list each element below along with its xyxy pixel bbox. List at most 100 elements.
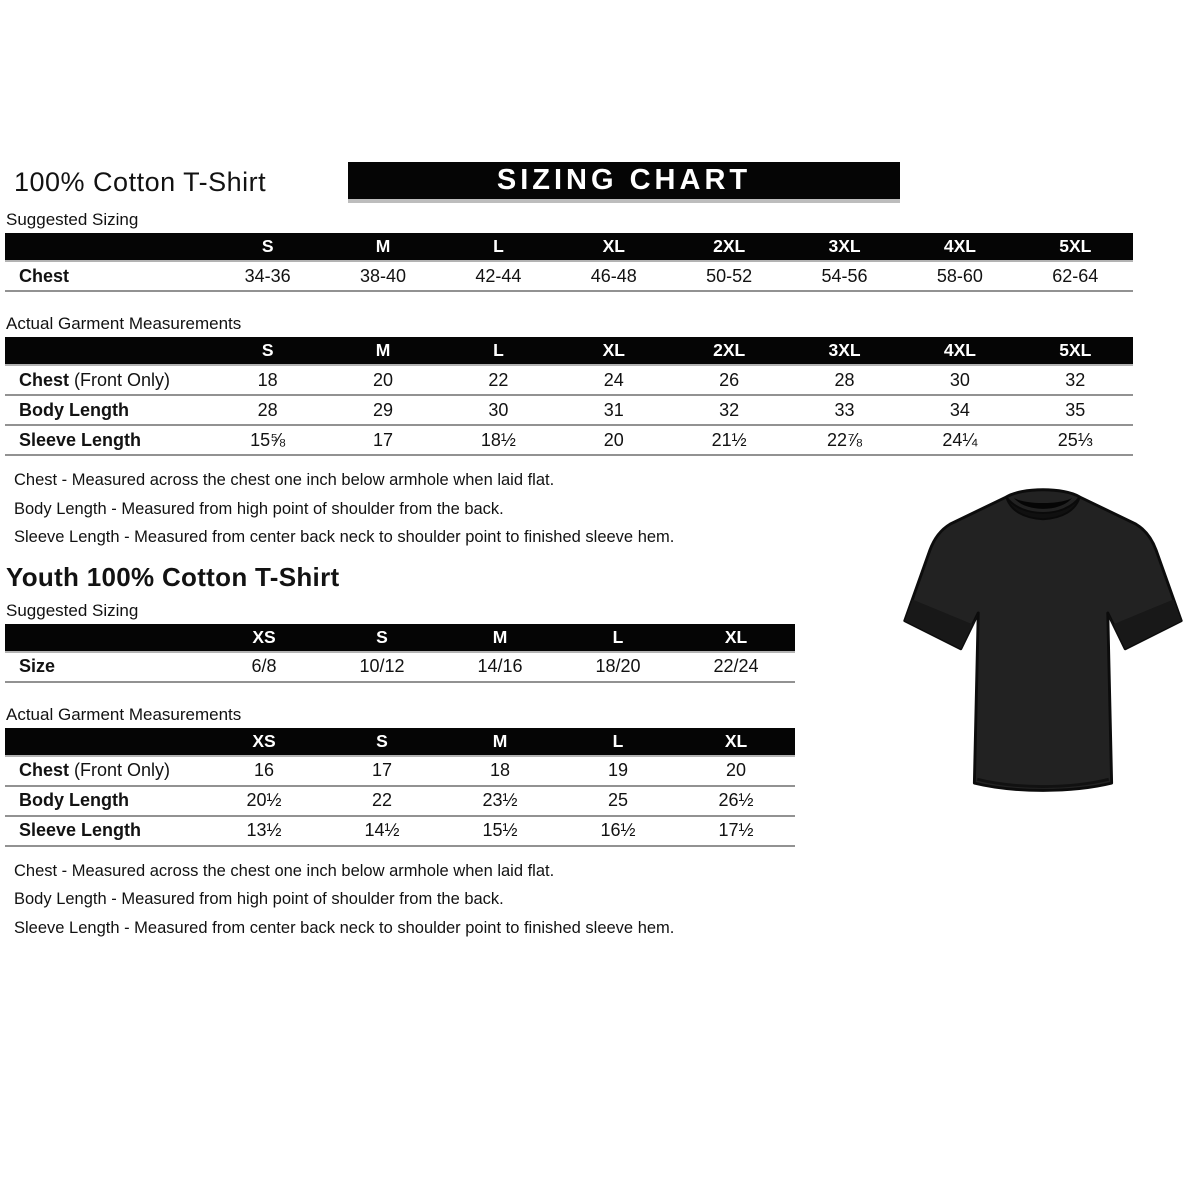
youth-measurement-notes: Chest - Measured across the chest one in… bbox=[14, 857, 1200, 943]
sleeve-length-value: 25⅓ bbox=[1057, 429, 1093, 450]
youth-suggested-sizing-table: XS S M L XL Size 6/8 10/12 14/16 18/20 2… bbox=[5, 623, 795, 683]
note-body-length: Body Length - Measured from high point o… bbox=[14, 499, 504, 518]
chest-value: 22 bbox=[488, 369, 509, 390]
column-header-s: S bbox=[261, 340, 274, 360]
body-length-value: 20½ bbox=[246, 790, 282, 810]
adult-suggested-header-row: S M L XL 2XL 3XL 4XL 5XL bbox=[5, 233, 1133, 262]
row-label-sleeve-length: Sleeve Length bbox=[19, 820, 142, 840]
column-header-l: L bbox=[612, 730, 624, 751]
row-label-sleeve-length: Sleeve Length bbox=[19, 429, 142, 450]
chest-value: 46-48 bbox=[590, 265, 637, 286]
sleeve-length-value: 17½ bbox=[718, 820, 754, 840]
column-header-3xl: 3XL bbox=[828, 236, 861, 256]
adult-actual-measurements-table: S M L XL 2XL 3XL 4XL 5XL Chest (Front On… bbox=[5, 337, 1133, 456]
column-header-5xl: 5XL bbox=[1059, 236, 1092, 256]
row-label-suffix: (Front Only) bbox=[69, 760, 171, 780]
size-value: 22/24 bbox=[713, 656, 759, 676]
chest-value: 58-60 bbox=[936, 265, 983, 286]
chest-value: 42-44 bbox=[475, 265, 522, 286]
column-header-xl: XL bbox=[724, 730, 748, 751]
adult-measurement-notes: Chest - Measured across the chest one in… bbox=[14, 466, 1200, 552]
row-label-suffix: (Front Only) bbox=[69, 369, 171, 390]
note-chest: Chest - Measured across the chest one in… bbox=[14, 471, 555, 489]
body-length-value: 32 bbox=[719, 399, 740, 420]
chest-value: 38-40 bbox=[360, 265, 407, 286]
chest-value: 34-36 bbox=[244, 265, 291, 286]
adult-actual-header-row: S M L XL 2XL 3XL 4XL 5XL bbox=[5, 337, 1133, 366]
sleeve-length-value: 18½ bbox=[480, 429, 516, 450]
youth-actual-measurements-label: Actual Garment Measurements bbox=[6, 704, 242, 724]
column-header-l: L bbox=[493, 236, 504, 256]
body-length-value: 23½ bbox=[482, 790, 518, 810]
column-header-l: L bbox=[493, 340, 504, 360]
sleeve-length-value: 13½ bbox=[246, 820, 282, 840]
chest-value: 26 bbox=[719, 369, 740, 390]
body-length-value: 34 bbox=[949, 399, 970, 420]
sleeve-length-value: 22⅞ bbox=[827, 429, 863, 450]
body-length-value: 33 bbox=[834, 399, 855, 420]
column-header-xl: XL bbox=[602, 236, 625, 256]
table-row: Chest (Front Only) 18 20 22 24 26 28 30 … bbox=[5, 366, 1133, 396]
sleeve-length-value: 16½ bbox=[600, 820, 636, 840]
body-length-value: 22 bbox=[371, 790, 393, 810]
column-header-2xl: 2XL bbox=[713, 340, 746, 360]
column-header-xs: XS bbox=[252, 626, 276, 647]
size-value: 18/20 bbox=[595, 656, 641, 676]
chest-value: 20 bbox=[725, 760, 747, 780]
column-header-xl: XL bbox=[602, 340, 625, 360]
row-label-size: Size bbox=[19, 656, 56, 676]
column-header-l: L bbox=[612, 626, 624, 647]
row-label-body-length: Body Length bbox=[19, 790, 129, 810]
adult-suggested-sizing-table: S M L XL 2XL 3XL 4XL 5XL Chest 34-36 38-… bbox=[5, 233, 1133, 292]
chest-value: 16 bbox=[253, 760, 275, 780]
chest-value: 32 bbox=[1065, 369, 1086, 390]
youth-title: Youth 100% Cotton T-Shirt bbox=[6, 561, 340, 592]
row-label-chest: Chest bbox=[19, 265, 70, 286]
column-header-m: M bbox=[375, 236, 391, 256]
note-chest: Chest - Measured across the chest one in… bbox=[14, 861, 555, 880]
chest-value: 62-64 bbox=[1052, 265, 1099, 286]
chest-value: 30 bbox=[949, 369, 970, 390]
note-sleeve-length: Sleeve Length - Measured from center bac… bbox=[14, 528, 675, 546]
table-row: Chest (Front Only) 16 17 18 19 20 bbox=[5, 757, 795, 787]
column-header-4xl: 4XL bbox=[943, 236, 976, 256]
chest-value: 19 bbox=[607, 760, 629, 780]
sleeve-length-value: 21½ bbox=[711, 429, 747, 450]
sleeve-length-value: 14½ bbox=[364, 820, 400, 840]
adult-title-row: 100% Cotton T-Shirt SIZING CHART bbox=[0, 161, 1200, 203]
column-header-2xl: 2XL bbox=[713, 236, 746, 256]
table-row: Sleeve Length 13½ 14½ 15½ 16½ 17½ bbox=[5, 817, 795, 847]
note-body-length: Body Length - Measured from high point o… bbox=[14, 890, 504, 908]
chest-value: 24 bbox=[603, 369, 624, 390]
chest-value: 20 bbox=[373, 369, 394, 390]
adult-actual-measurements-label: Actual Garment Measurements bbox=[6, 314, 242, 333]
body-length-value: 30 bbox=[488, 399, 509, 420]
chest-value: 54-56 bbox=[821, 265, 868, 286]
body-length-value: 35 bbox=[1065, 399, 1086, 420]
size-value: 6/8 bbox=[251, 656, 277, 676]
body-length-value: 26½ bbox=[718, 790, 754, 810]
column-header-s: S bbox=[376, 730, 388, 751]
tshirt-photo bbox=[898, 476, 1188, 808]
column-header-4xl: 4XL bbox=[943, 340, 976, 360]
column-header-3xl: 3XL bbox=[828, 340, 861, 360]
table-row: Chest 34-36 38-40 42-44 46-48 50-52 54-5… bbox=[5, 262, 1133, 292]
column-header-xs: XS bbox=[252, 730, 276, 751]
sleeve-length-value: 17 bbox=[373, 429, 394, 450]
row-label-chest-front-only: Chest (Front Only) bbox=[5, 760, 205, 781]
table-row: Body Length 28 29 30 31 32 33 34 35 bbox=[5, 396, 1133, 426]
column-header-xl: XL bbox=[724, 626, 748, 647]
note-sleeve-length: Sleeve Length - Measured from center bac… bbox=[14, 918, 675, 937]
row-label-chest: Chest bbox=[19, 760, 70, 780]
chest-value: 17 bbox=[371, 760, 393, 780]
youth-suggested-header-row: XS S M L XL bbox=[5, 623, 795, 653]
adult-suggested-sizing-label: Suggested Sizing bbox=[6, 210, 139, 229]
chest-value: 18 bbox=[257, 369, 278, 390]
sleeve-length-value: 15⅝ bbox=[250, 429, 286, 450]
table-row: Size 6/8 10/12 14/16 18/20 22/24 bbox=[5, 653, 795, 683]
column-header-m: M bbox=[375, 340, 391, 360]
row-label-chest: Chest bbox=[19, 369, 70, 390]
row-label-chest-front-only: Chest (Front Only) bbox=[5, 370, 210, 391]
body-length-value: 28 bbox=[257, 399, 278, 420]
